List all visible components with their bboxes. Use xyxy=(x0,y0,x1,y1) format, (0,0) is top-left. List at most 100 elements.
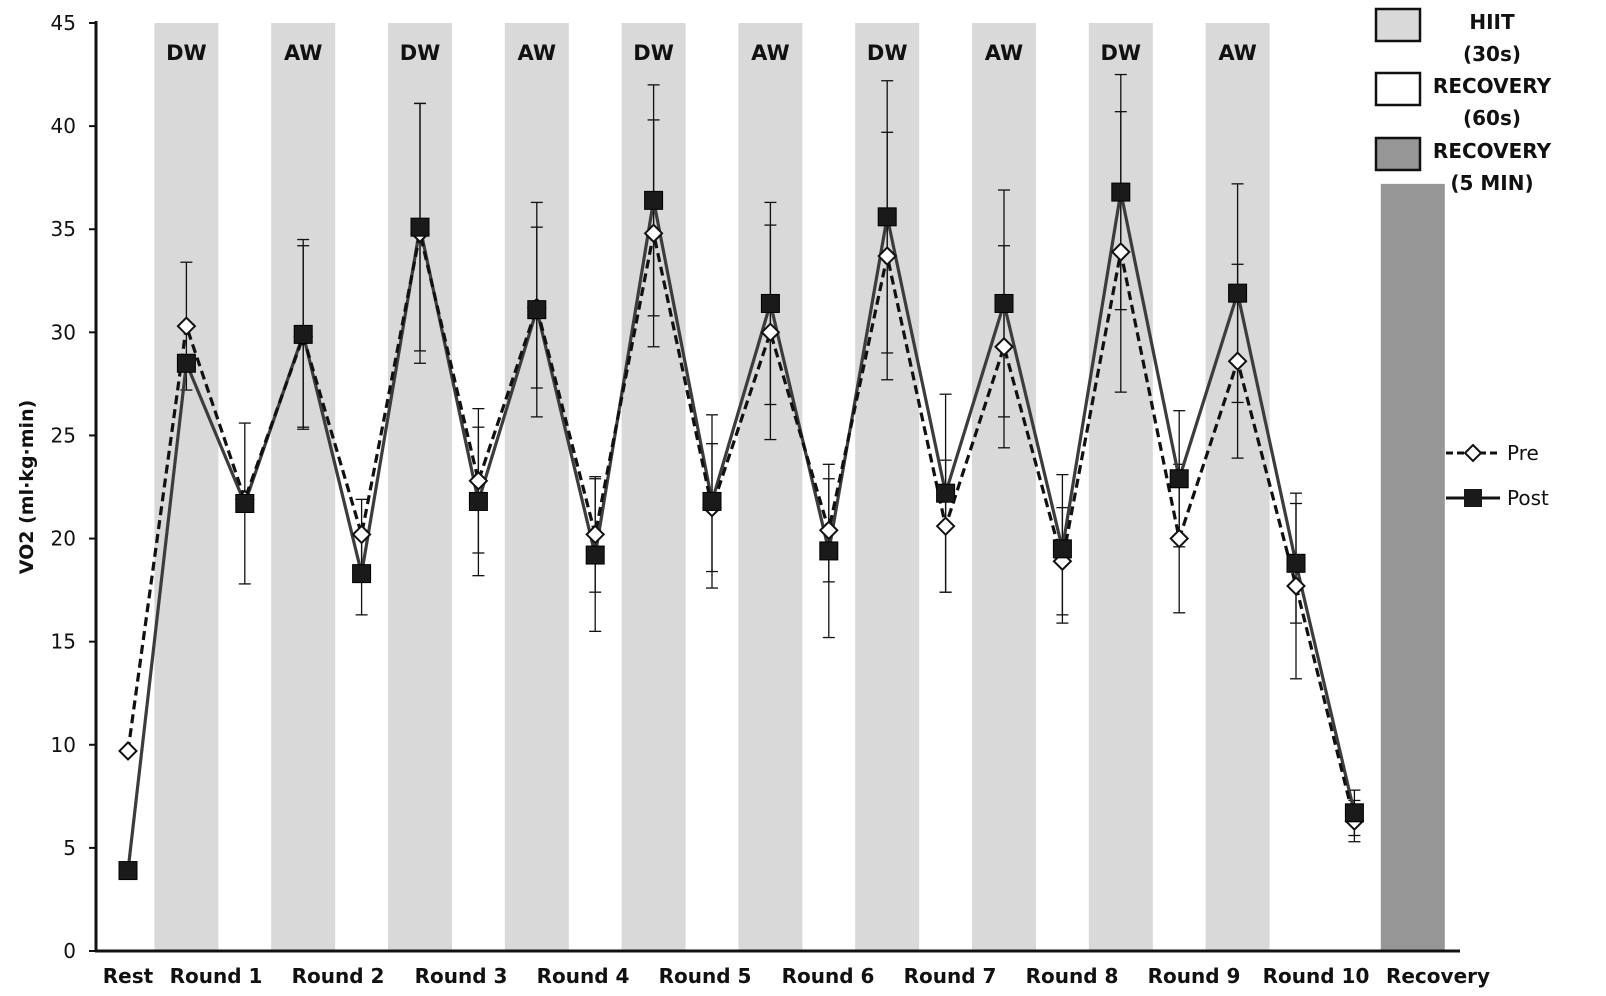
x-tick-label: Round 4 xyxy=(537,964,630,988)
series-line-pre xyxy=(126,232,1356,822)
band-label: AW xyxy=(751,41,789,65)
data-point xyxy=(585,524,606,545)
legend-marker-post xyxy=(1464,489,1482,507)
band-label: AW xyxy=(985,41,1023,65)
legend-label: (30s) xyxy=(1463,42,1521,66)
data-point xyxy=(293,324,313,344)
data-point xyxy=(352,564,372,584)
data-point xyxy=(585,545,605,565)
y-tick-label: 30 xyxy=(51,320,76,344)
data-point xyxy=(1286,576,1306,596)
hiit-band xyxy=(271,23,336,951)
data-point xyxy=(936,483,956,503)
hiit-band xyxy=(972,23,1036,951)
data-point xyxy=(760,293,780,313)
data-point xyxy=(994,293,1014,313)
series-line-post xyxy=(126,191,1356,871)
data-point xyxy=(235,493,255,513)
data-point xyxy=(1052,539,1072,559)
x-tick-label: Round 1 xyxy=(170,964,263,988)
data-point xyxy=(760,322,781,343)
legend-label: HIIT xyxy=(1469,10,1515,34)
band-label: DW xyxy=(166,41,207,65)
legend-label: (60s) xyxy=(1463,106,1521,130)
data-point xyxy=(527,300,547,320)
data-point xyxy=(1228,283,1248,303)
y-tick-label: 40 xyxy=(51,114,76,138)
post-markers xyxy=(118,182,1364,881)
data-point xyxy=(176,353,196,373)
x-tick-label: Recovery xyxy=(1386,964,1490,988)
data-point xyxy=(818,520,839,541)
x-tick-label: Round 6 xyxy=(782,964,875,988)
y-tick-label: 10 xyxy=(51,733,76,757)
x-tick-label: Round 8 xyxy=(1026,964,1119,988)
data-point xyxy=(935,516,956,537)
data-point xyxy=(1169,528,1190,549)
band-label: AW xyxy=(518,41,556,65)
legend-label: (5 MIN) xyxy=(1450,171,1533,195)
y-tick-label: 20 xyxy=(51,527,76,551)
y-tick-label: 5 xyxy=(63,836,76,860)
band-label: DW xyxy=(633,41,674,65)
legend-label: Post xyxy=(1507,486,1549,510)
legend-swatch xyxy=(1374,71,1422,107)
x-tick-label: Round 5 xyxy=(659,964,752,988)
data-point xyxy=(1286,553,1306,573)
y-tick-label: 35 xyxy=(51,217,76,241)
axes: 0 5 10 15 20 25 30 35 40 45 VO2 (ml·kg·min) Rest Rou… xyxy=(16,11,1490,988)
data-point xyxy=(468,470,489,491)
legend-label: RECOVERY xyxy=(1433,74,1552,98)
y-tick-label: 15 xyxy=(51,630,76,654)
y-axis-label: VO2 (ml·kg·min) xyxy=(16,400,38,575)
hiit-band xyxy=(738,23,803,951)
x-tick-label: Round 9 xyxy=(1148,964,1241,988)
data-point xyxy=(410,217,430,237)
legend-marker-pre xyxy=(1463,443,1483,463)
y-tick-label: 45 xyxy=(51,11,76,35)
y-tick-label: 25 xyxy=(51,423,76,447)
series-line xyxy=(126,191,1356,871)
x-tick-label: Round 3 xyxy=(415,964,508,988)
data-point xyxy=(1169,469,1189,489)
series-legend: Pre Post xyxy=(1446,441,1549,510)
x-tick-label: Round 7 xyxy=(904,964,997,988)
hiit-band xyxy=(1205,23,1270,951)
band-label: DW xyxy=(1100,41,1141,65)
legend-swatch xyxy=(1374,7,1422,43)
band-legend: HIIT (30s) RECOVERY (60s) RECOVERY (5 MIN) xyxy=(1374,7,1552,195)
legend-label: RECOVERY xyxy=(1433,139,1552,163)
data-point xyxy=(702,491,722,511)
data-point xyxy=(1344,803,1364,823)
data-point xyxy=(877,207,897,227)
data-point xyxy=(468,491,488,511)
data-point xyxy=(819,541,839,561)
data-point xyxy=(1111,182,1131,202)
recovery-5min-band xyxy=(1380,183,1445,951)
data-point xyxy=(176,316,197,337)
legend-swatch xyxy=(1374,136,1422,172)
legend-label: Pre xyxy=(1507,441,1539,465)
data-point xyxy=(994,336,1014,357)
x-tick-label: Round 2 xyxy=(292,964,385,988)
y-tick-label: 0 xyxy=(63,939,76,963)
band-label: DW xyxy=(400,41,441,65)
data-point xyxy=(118,861,138,881)
band-label: AW xyxy=(284,41,322,65)
background-bands: DW AW DW AW DW AW DW AW DW AW xyxy=(154,23,1445,951)
x-tick-label: Round 10 xyxy=(1263,964,1370,988)
data-point xyxy=(1227,351,1248,372)
data-point xyxy=(644,190,664,210)
data-point xyxy=(877,246,898,266)
hiit-band xyxy=(504,23,569,951)
data-point xyxy=(643,223,664,244)
series-line xyxy=(126,232,1356,822)
data-point xyxy=(351,524,372,545)
data-point xyxy=(1110,241,1131,262)
data-point xyxy=(118,741,138,761)
band-label: DW xyxy=(867,41,908,65)
x-tick-label: Rest xyxy=(103,964,154,988)
band-label: AW xyxy=(1218,41,1256,65)
